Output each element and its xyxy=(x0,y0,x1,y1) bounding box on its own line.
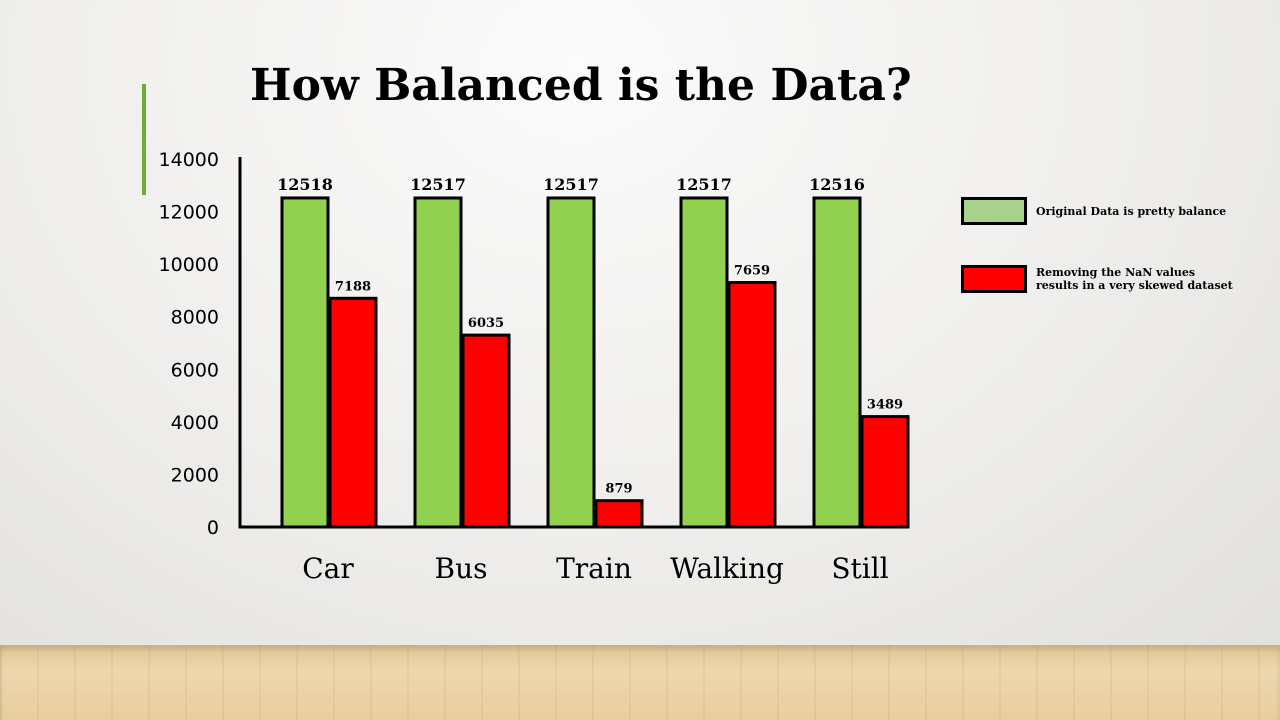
bar xyxy=(328,296,378,529)
y-tick-label: 12000 xyxy=(159,202,219,224)
legend-label-nan-removed: Removing the NaN values results in a ver… xyxy=(1036,266,1233,292)
legend-label-original: Original Data is pretty balance xyxy=(1036,204,1227,218)
legend-item-nan-removed: Removing the NaN values results in a ver… xyxy=(961,265,1236,293)
data-label: 12517 xyxy=(410,175,466,194)
data-label: 12518 xyxy=(277,175,333,194)
y-tick-label: 10000 xyxy=(159,254,219,276)
bar xyxy=(594,499,644,529)
data-label: 879 xyxy=(605,482,632,497)
accent-bar xyxy=(142,84,146,195)
x-tick-label: Bus xyxy=(435,552,488,585)
data-label: 3489 xyxy=(867,398,903,413)
legend-item-original: Original Data is pretty balance xyxy=(961,197,1236,225)
y-tick-label: 8000 xyxy=(171,307,219,329)
legend-swatch-nan-removed xyxy=(961,265,1027,293)
y-tick-label: 2000 xyxy=(171,464,219,486)
bar xyxy=(860,415,910,529)
data-label: 7659 xyxy=(734,264,770,279)
bar xyxy=(679,196,729,529)
bar xyxy=(461,333,511,529)
floor-background xyxy=(0,645,1280,720)
x-tick-label: Car xyxy=(302,552,354,585)
data-label: 12517 xyxy=(676,175,732,194)
data-label: 12517 xyxy=(543,175,599,194)
bar xyxy=(280,196,330,529)
x-tick-label: Train xyxy=(556,552,632,585)
data-label: 12516 xyxy=(809,175,865,194)
slide-background xyxy=(0,0,1280,645)
slide-title: How Balanced is the Data? xyxy=(250,60,912,111)
data-label: 7188 xyxy=(335,279,371,294)
y-tick-label: 6000 xyxy=(171,359,219,381)
x-tick-label: Walking xyxy=(670,552,784,585)
bar xyxy=(413,196,463,529)
y-tick-label: 14000 xyxy=(159,149,219,171)
x-tick-label: Still xyxy=(831,552,888,585)
y-tick-label: 0 xyxy=(207,517,219,539)
bar xyxy=(727,281,777,529)
legend-swatch-original xyxy=(961,197,1027,225)
bar xyxy=(812,196,862,529)
data-label: 6035 xyxy=(468,316,504,331)
y-tick-label: 4000 xyxy=(171,412,219,434)
bar xyxy=(546,196,596,529)
